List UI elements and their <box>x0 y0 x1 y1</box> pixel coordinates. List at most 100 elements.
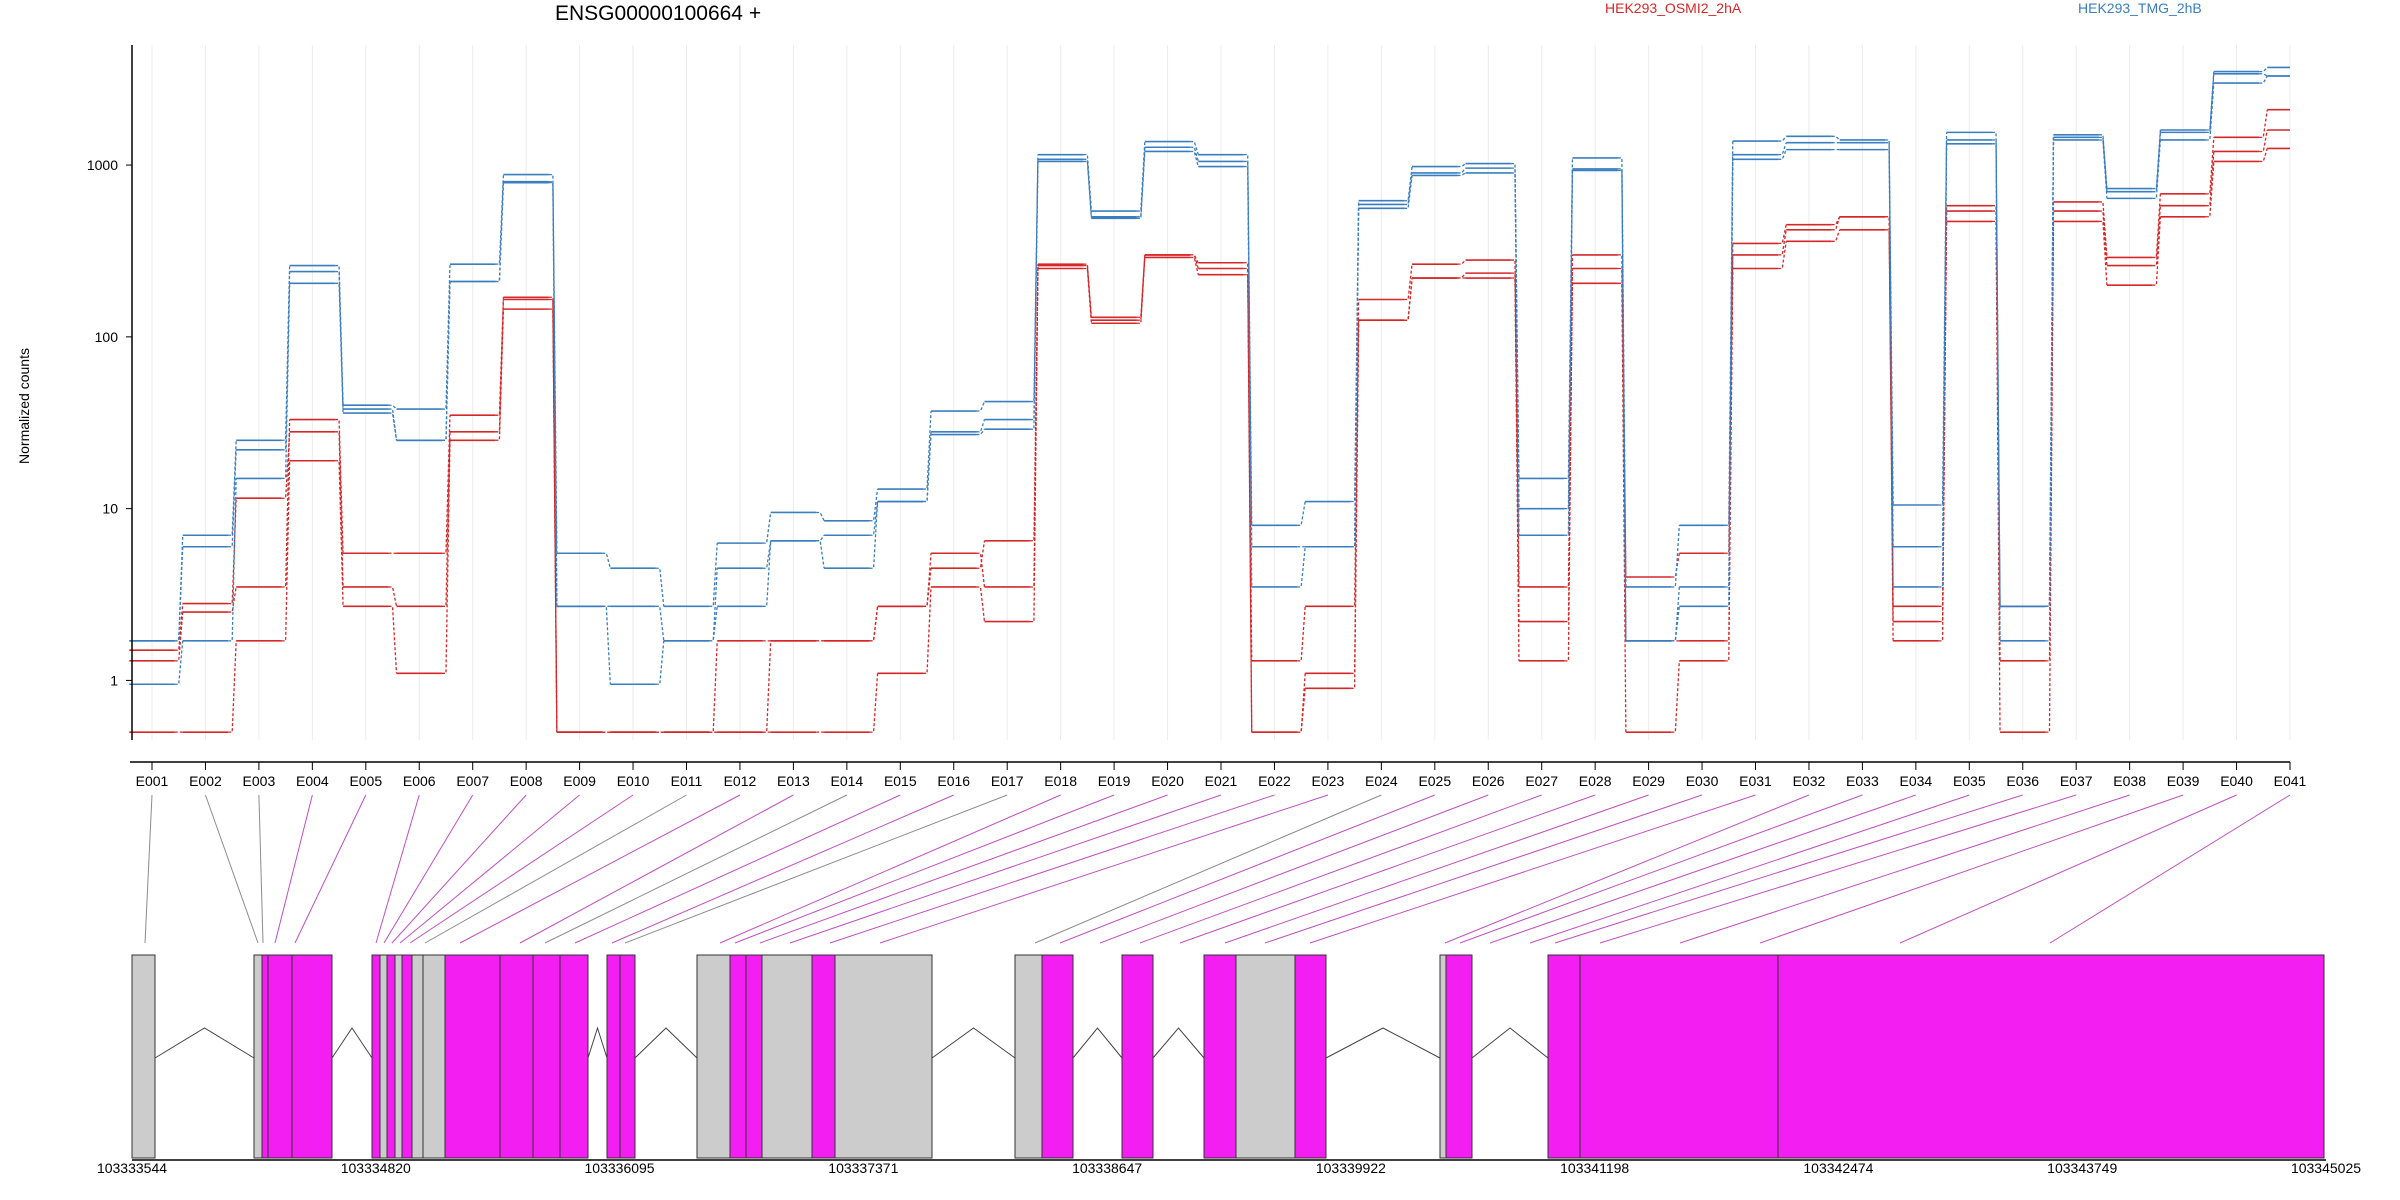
series-transition <box>1404 172 1413 206</box>
series-transition <box>1671 525 1680 588</box>
series-transition <box>1243 274 1253 733</box>
exon-connector <box>1264 794 1703 944</box>
coordinate-label: 103341198 <box>1560 1160 1629 1176</box>
exon-block <box>386 954 396 1159</box>
x-tick-label: E005 <box>349 773 382 789</box>
series-transition <box>1724 159 1734 607</box>
series-transition <box>2098 210 2108 266</box>
exon-connector <box>829 794 1275 944</box>
series-transition <box>441 440 451 674</box>
series-transition <box>1457 259 1466 265</box>
series-transition <box>1029 154 1039 403</box>
series-transition <box>1350 208 1360 548</box>
intron-line <box>1072 1027 1123 1059</box>
series-transition <box>2045 221 2055 733</box>
series-transition <box>548 296 558 733</box>
exon-connector <box>1139 794 1542 944</box>
series-transition <box>335 418 344 554</box>
series-transition <box>2205 151 2215 207</box>
exon-block <box>729 954 747 1159</box>
series-transition <box>1778 229 1787 256</box>
exon-connector <box>1034 794 1382 944</box>
series-transition <box>1510 259 1520 587</box>
exon-connector <box>294 794 367 944</box>
exon-connector <box>258 794 264 944</box>
series-transition <box>388 605 398 674</box>
exon-block <box>253 954 263 1159</box>
x-tick-label: E030 <box>1686 773 1719 789</box>
series-transition <box>2205 83 2215 141</box>
series-transition <box>602 605 611 685</box>
series-transition <box>174 546 184 642</box>
exon-connector <box>1899 794 2237 944</box>
series-line <box>129 129 2290 733</box>
coordinate-label: 103334820 <box>341 1160 411 1176</box>
series-transition <box>1617 168 1627 641</box>
exon-connector <box>1224 794 1649 944</box>
x-tick-label: E039 <box>2167 773 2200 789</box>
exon-connector <box>459 794 741 944</box>
exon-block <box>1014 954 1043 1159</box>
series-transition <box>1564 170 1574 536</box>
series-transition <box>281 460 291 642</box>
series-transition <box>1136 257 1146 324</box>
exon-connector <box>574 794 901 944</box>
series-transition <box>1190 254 1199 264</box>
series-transition <box>1885 142 1894 547</box>
exon-block <box>499 954 534 1159</box>
y-axis-label: Normalized counts <box>16 348 32 464</box>
x-tick-label: E006 <box>403 773 436 789</box>
x-tick-label: E027 <box>1525 773 1558 789</box>
series-transition <box>1778 224 1787 245</box>
series-transition <box>495 297 505 416</box>
exon-connector <box>1529 794 1970 944</box>
exon-block <box>1777 954 2325 1159</box>
coordinate-label: 103338647 <box>1072 1160 1142 1176</box>
series-transition <box>1831 216 1841 226</box>
series-transition <box>1404 175 1413 209</box>
series-transition <box>2205 73 2215 134</box>
series-transition <box>976 552 986 588</box>
x-tick-label: E014 <box>830 773 863 789</box>
series-transition <box>655 640 665 685</box>
series-transition <box>976 428 985 436</box>
series-transition <box>2205 161 2215 218</box>
series-transition <box>2259 129 2268 153</box>
series-transition <box>923 411 932 490</box>
series-transition <box>1671 606 1680 642</box>
x-tick-label: E007 <box>456 773 489 789</box>
series-transition <box>1617 254 1627 578</box>
series-transition <box>602 552 611 569</box>
gene-model-track <box>131 954 2326 1161</box>
series-transition <box>174 640 184 685</box>
series-transition <box>335 270 344 410</box>
exon-block <box>261 954 269 1159</box>
series-transition <box>2152 132 2162 193</box>
exon-block <box>1235 954 1296 1159</box>
exon-connector <box>274 794 313 944</box>
exon-connector <box>204 794 259 944</box>
series-transition <box>1510 172 1520 536</box>
series-transition <box>388 408 398 441</box>
series-transition <box>174 603 184 651</box>
exon-block <box>267 954 293 1159</box>
exon-block <box>1203 954 1237 1159</box>
intron-line <box>634 1027 698 1059</box>
series-transition <box>228 478 237 642</box>
series-transition <box>1457 167 1467 174</box>
x-tick-label: E002 <box>189 773 222 789</box>
series-transition <box>762 512 772 544</box>
intron-line <box>1471 1027 1549 1059</box>
exon-block <box>131 954 156 1159</box>
exon-connector <box>759 794 1168 944</box>
series-transition <box>816 534 825 542</box>
series-transition <box>1778 149 1787 160</box>
series-transition <box>762 540 772 607</box>
intron-line <box>587 1026 608 1059</box>
series-transition <box>2259 75 2268 84</box>
series-transition <box>1243 153 1253 526</box>
series-transition <box>1831 135 1841 141</box>
exon-connector <box>1679 794 2130 944</box>
coordinate-label: 103339922 <box>1316 1160 1386 1176</box>
